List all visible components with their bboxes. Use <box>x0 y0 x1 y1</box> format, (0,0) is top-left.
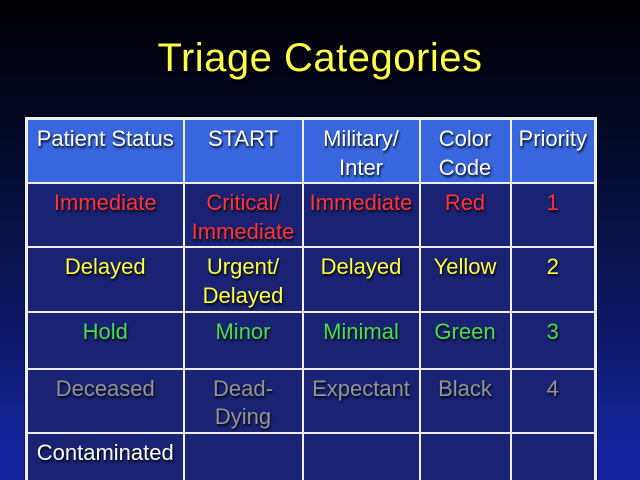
table-cell-color-code <box>418 431 512 480</box>
table-cell-start: Urgent/ Delayed <box>182 246 304 313</box>
table-cell-military-inter: Delayed <box>301 246 421 313</box>
table-cell-military-inter: Immediate <box>301 182 421 249</box>
table-cell-start: Dead- Dying <box>182 367 304 434</box>
table-cell-start <box>182 431 304 480</box>
table-cell-patient-status: Contaminated <box>25 431 185 480</box>
table-cell-priority: 2 <box>509 246 597 313</box>
table-row-delayed: Delayed Urgent/ Delayed Delayed Yellow 2 <box>25 246 597 313</box>
table-cell-patient-status: Delayed <box>25 246 185 313</box>
table-cell-start: Minor <box>182 310 304 370</box>
table-cell-patient-status: Hold <box>25 310 185 370</box>
header-row: Patient Status START Military/ Inter Col… <box>25 117 597 185</box>
table-cell-military-inter <box>301 431 421 480</box>
table-cell-color-code: Green <box>418 310 512 370</box>
table-cell-priority: 3 <box>509 310 597 370</box>
table-cell-patient-status: Immediate <box>25 182 185 249</box>
table-cell-patient-status: Deceased <box>25 367 185 434</box>
table-cell-color-code: Black <box>418 367 512 434</box>
table-cell-military-inter: Minimal <box>301 310 421 370</box>
table-row-hold: Hold Minor Minimal Green 3 <box>25 310 597 370</box>
table-cell-color-code: Yellow <box>418 246 512 313</box>
triage-table: Patient Status START Military/ Inter Col… <box>25 117 597 480</box>
table-cell-military-inter: Expectant <box>301 367 421 434</box>
slide-title: Triage Categories <box>157 36 483 80</box>
table-cell-color-code: Red <box>418 182 512 249</box>
table-cell-priority: 1 <box>509 182 597 249</box>
table-cell-priority: 4 <box>509 367 597 434</box>
column-header-military-inter: Military/ Inter <box>301 117 421 185</box>
table-cell-start: Critical/ Immediate <box>182 182 304 249</box>
column-header-priority: Priority <box>509 117 597 185</box>
column-header-patient-status: Patient Status <box>25 117 185 185</box>
column-header-start: START <box>182 117 304 185</box>
table-row-immediate: Immediate Critical/ Immediate Immediate … <box>25 182 597 249</box>
table-row-deceased: Deceased Dead- Dying Expectant Black 4 <box>25 367 597 434</box>
table-cell-priority <box>509 431 597 480</box>
column-header-color-code: Color Code <box>418 117 512 185</box>
table-row-contaminated: Contaminated <box>25 431 597 480</box>
